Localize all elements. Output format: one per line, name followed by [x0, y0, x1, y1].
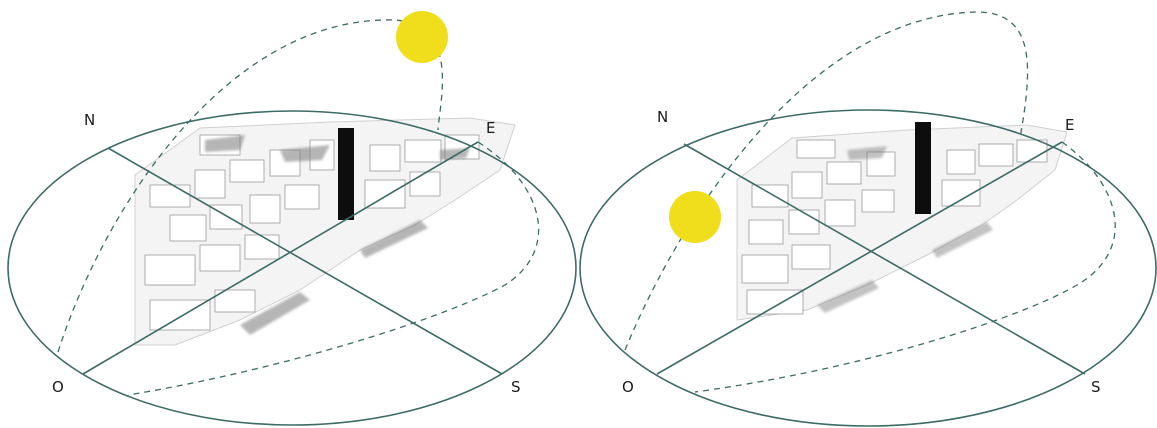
horizon-ellipse — [579, 109, 1157, 427]
label-north: N — [657, 108, 668, 126]
sun — [669, 191, 721, 243]
sun-diagram-left: N E S O — [7, 11, 577, 426]
label-east: E — [1065, 116, 1074, 134]
label-east: E — [486, 119, 495, 137]
tower-block — [338, 128, 354, 220]
west-east-axis — [656, 141, 1063, 375]
sun-path-lower — [127, 141, 540, 396]
sun-path-lower — [694, 141, 1116, 393]
diagram-svg-left: N E S O — [7, 11, 577, 426]
label-west: O — [622, 378, 634, 396]
city-model — [736, 124, 1068, 321]
sun-path — [624, 11, 1029, 351]
sun — [396, 11, 448, 63]
sun-diagram-right: N E S O — [577, 0, 1157, 428]
tower-block — [915, 122, 931, 214]
label-south: S — [511, 378, 521, 396]
label-north: N — [84, 111, 95, 129]
north-south-axis — [107, 147, 503, 375]
sun-path — [57, 19, 444, 353]
west-east-axis — [82, 141, 479, 375]
diagram-svg-right: N E S O — [579, 11, 1157, 427]
label-south: S — [1091, 378, 1101, 396]
horizon-ellipse — [7, 110, 577, 426]
north-south-axis — [683, 143, 1086, 375]
label-west: O — [52, 378, 64, 396]
